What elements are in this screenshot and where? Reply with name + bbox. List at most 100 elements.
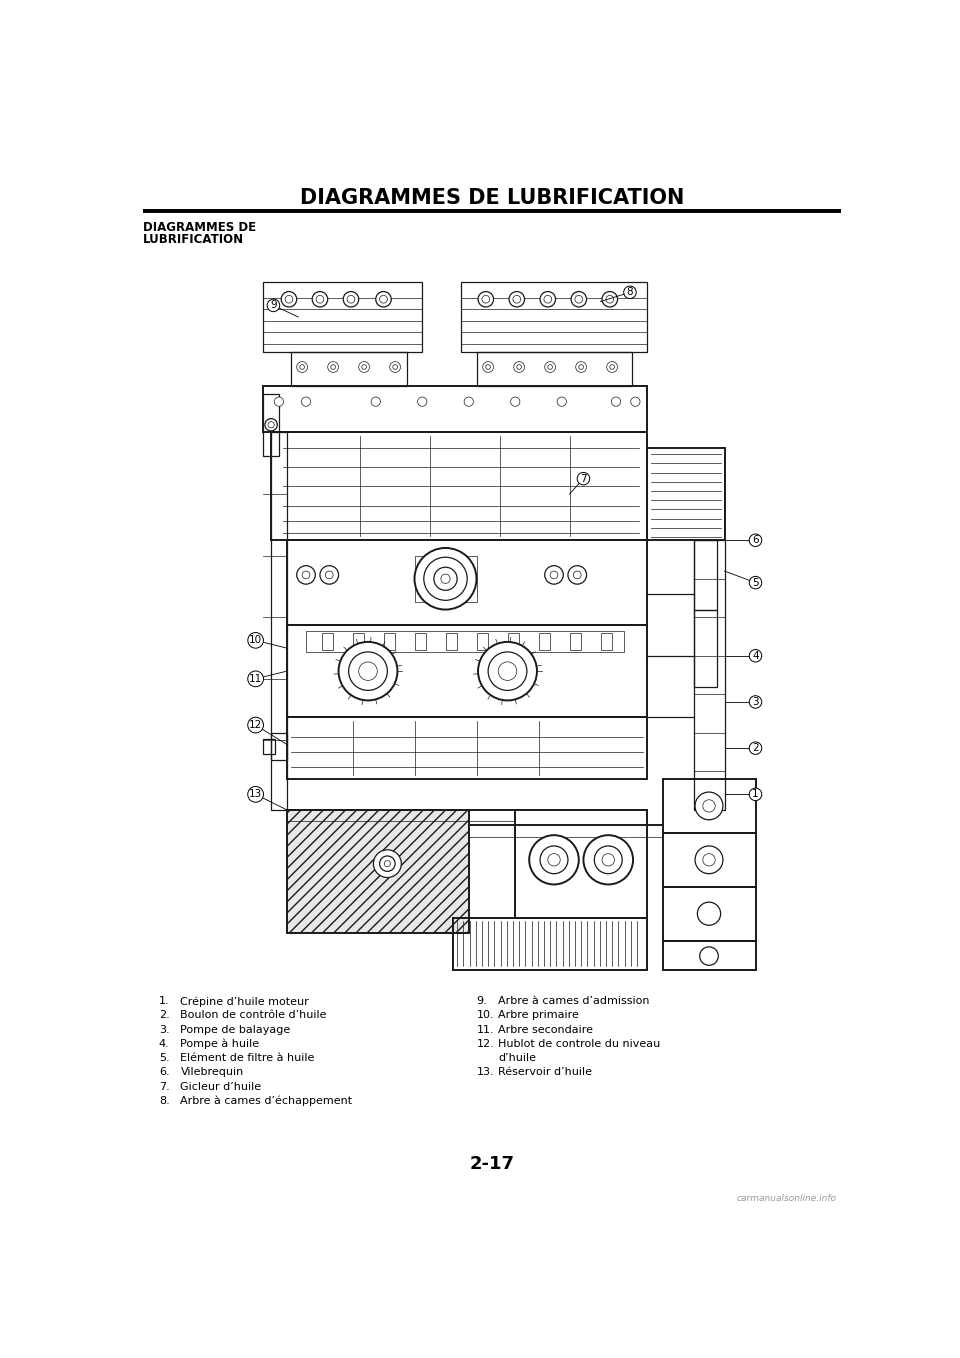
Circle shape [478,642,537,701]
Text: 1.: 1. [158,997,169,1006]
Text: Elément de filtre à huile: Elément de filtre à huile [180,1052,315,1063]
Circle shape [584,835,633,884]
Bar [693,610,717,687]
Text: 13.: 13. [476,1067,494,1077]
Circle shape [548,365,552,369]
Circle shape [703,800,715,812]
Text: Boulon de contrôle d’huile: Boulon de contrôle d’huile [180,1010,327,1020]
Text: 4.: 4. [158,1039,170,1048]
Circle shape [695,792,723,820]
Text: 2: 2 [753,743,758,754]
Bar [662,941,756,970]
Text: 12.: 12. [476,1039,494,1048]
Circle shape [302,572,310,579]
Circle shape [568,566,587,584]
Circle shape [359,661,377,680]
Bar [508,633,519,649]
Bar [601,633,612,649]
Text: 5.: 5. [158,1052,169,1063]
Bar [263,386,647,432]
Bar [445,633,457,649]
Circle shape [695,846,723,873]
Bar [263,739,275,754]
Bar [662,832,756,887]
Circle shape [390,361,400,372]
Bar [693,540,717,610]
Bar [647,448,725,540]
Circle shape [265,418,277,430]
Circle shape [434,568,457,591]
Text: Gicleur d’huile: Gicleur d’huile [180,1081,261,1092]
Bar [476,633,488,649]
Text: 10: 10 [249,636,262,645]
Circle shape [514,361,524,372]
Text: 10.: 10. [476,1010,494,1020]
Text: 6.: 6. [158,1067,169,1077]
Circle shape [372,397,380,406]
Circle shape [327,361,339,372]
Text: 2-17: 2-17 [469,1154,515,1173]
Bar [569,633,581,649]
Text: 2.: 2. [158,1010,170,1020]
Circle shape [557,397,566,406]
Circle shape [575,296,583,303]
Bar [461,282,647,352]
Circle shape [297,361,307,372]
Bar [287,540,647,625]
Bar [263,394,278,455]
Circle shape [344,292,359,307]
Circle shape [415,549,476,610]
Bar [539,633,550,649]
Bar [415,633,426,649]
Text: d’huile: d’huile [498,1052,537,1063]
Text: 12: 12 [249,720,262,731]
Text: Crépine d’huile moteur: Crépine d’huile moteur [180,997,309,1006]
Text: 11: 11 [249,674,262,684]
Circle shape [482,296,490,303]
Text: 3.: 3. [158,1024,169,1035]
Circle shape [348,652,388,690]
Circle shape [281,292,297,307]
Circle shape [441,574,450,584]
Bar [453,918,647,970]
Bar [287,625,647,717]
Bar [383,633,396,649]
Text: LUBRIFICATION: LUBRIFICATION [143,234,245,246]
Circle shape [610,365,614,369]
Circle shape [464,397,473,406]
Circle shape [607,361,617,372]
Circle shape [594,846,622,873]
Text: 7: 7 [580,474,587,483]
Circle shape [529,835,579,884]
Bar [291,352,407,386]
Circle shape [573,572,581,579]
Circle shape [301,397,311,406]
Circle shape [297,566,315,584]
Bar [662,779,756,832]
Circle shape [544,566,564,584]
Circle shape [602,854,614,866]
Circle shape [478,292,493,307]
Text: 5: 5 [753,577,758,588]
Circle shape [498,661,516,680]
Bar [476,352,632,386]
Circle shape [339,642,397,701]
Circle shape [418,397,427,406]
Circle shape [509,292,524,307]
Bar [287,717,647,779]
Bar [352,633,364,649]
Text: 6: 6 [753,535,758,546]
Circle shape [486,365,491,369]
Circle shape [700,947,718,966]
Text: Pompe à huile: Pompe à huile [180,1039,259,1050]
Circle shape [483,361,493,372]
Circle shape [571,292,587,307]
Bar [263,282,422,352]
Circle shape [316,296,324,303]
Text: DIAGRAMMES DE LUBRIFICATION: DIAGRAMMES DE LUBRIFICATION [300,187,684,208]
Circle shape [348,296,355,303]
Circle shape [576,361,587,372]
Text: 3: 3 [753,697,758,708]
Circle shape [285,296,293,303]
Circle shape [548,854,561,866]
